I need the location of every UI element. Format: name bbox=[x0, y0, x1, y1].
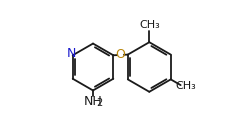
Text: 2: 2 bbox=[96, 98, 103, 108]
Text: NH: NH bbox=[84, 95, 103, 108]
Text: CH₃: CH₃ bbox=[175, 81, 196, 91]
Text: N: N bbox=[66, 47, 76, 60]
Text: CH₃: CH₃ bbox=[139, 21, 160, 30]
Text: O: O bbox=[116, 48, 125, 62]
